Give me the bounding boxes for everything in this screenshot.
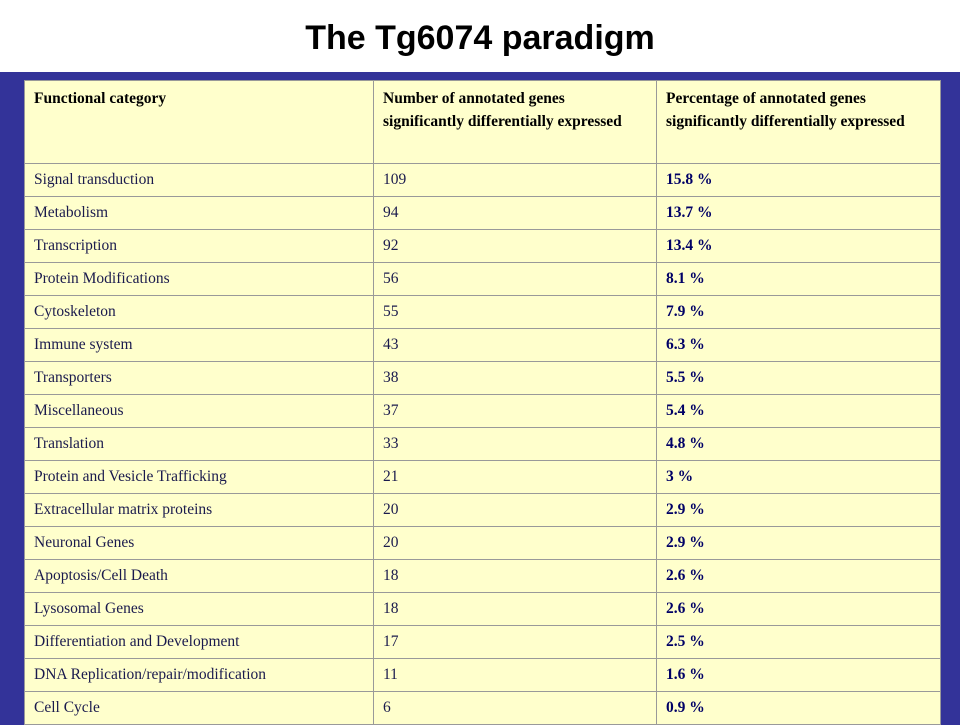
cell-gene-count: 109 [373, 163, 657, 197]
cell-category: Extracellular matrix proteins [24, 493, 374, 527]
table-row: Transcription 92 13.4 % [24, 229, 941, 263]
cell-gene-percentage: 2.6 % [656, 559, 941, 593]
table-row: Metabolism 94 13.7 % [24, 196, 941, 230]
cell-gene-count: 20 [373, 526, 657, 560]
cell-gene-percentage: 0.9 % [656, 691, 941, 725]
table-row: Immune system 43 6.3 % [24, 328, 941, 362]
cell-gene-percentage: 13.7 % [656, 196, 941, 230]
cell-category: Immune system [24, 328, 374, 362]
cell-gene-count: 55 [373, 295, 657, 329]
header-functional-category: Functional category [24, 80, 374, 164]
cell-gene-percentage: 7.9 % [656, 295, 941, 329]
table-row: Protein and Vesicle Trafficking 21 3 % [24, 460, 941, 494]
table-row: Signal transduction 109 15.8 % [24, 163, 941, 197]
table-body: Signal transduction 109 15.8 % Metabolism 94… [24, 163, 941, 725]
cell-gene-percentage: 2.5 % [656, 625, 941, 659]
cell-gene-count: 11 [373, 658, 657, 692]
table-row: Extracellular matrix proteins 20 2.9 % [24, 493, 941, 527]
cell-gene-percentage: 5.4 % [656, 394, 941, 428]
cell-category: Cytoskeleton [24, 295, 374, 329]
cell-category: DNA Replication/repair/modification [24, 658, 374, 692]
cell-gene-percentage: 13.4 % [656, 229, 941, 263]
table-row: Neuronal Genes 20 2.9 % [24, 526, 941, 560]
cell-gene-count: 6 [373, 691, 657, 725]
cell-gene-count: 18 [373, 559, 657, 593]
cell-gene-percentage: 2.9 % [656, 493, 941, 527]
cell-gene-count: 18 [373, 592, 657, 626]
table-row: Protein Modifications 56 8.1 % [24, 262, 941, 296]
cell-gene-count: 43 [373, 328, 657, 362]
cell-category: Lysosomal Genes [24, 592, 374, 626]
table-row: Lysosomal Genes 18 2.6 % [24, 592, 941, 626]
cell-category: Signal transduction [24, 163, 374, 197]
title-band: The Tg6074 paradigm [0, 0, 960, 72]
gene-category-table-container: Functional category Number of annotated … [24, 80, 941, 725]
cell-gene-count: 56 [373, 262, 657, 296]
header-gene-count: Number of annotated genes significantly … [373, 80, 657, 164]
table-row: Cytoskeleton 55 7.9 % [24, 295, 941, 329]
table-row: DNA Replication/repair/modification 11 1.6… [24, 658, 941, 692]
cell-gene-count: 21 [373, 460, 657, 494]
cell-category: Miscellaneous [24, 394, 374, 428]
cell-gene-percentage: 5.5 % [656, 361, 941, 395]
cell-gene-count: 17 [373, 625, 657, 659]
cell-category: Neuronal Genes [24, 526, 374, 560]
cell-category: Protein Modifications [24, 262, 374, 296]
cell-category: Transcription [24, 229, 374, 263]
gene-category-table: Functional category Number of annotated … [24, 80, 941, 725]
cell-gene-percentage: 4.8 % [656, 427, 941, 461]
page-title: The Tg6074 paradigm [305, 19, 655, 57]
cell-gene-percentage: 6.3 % [656, 328, 941, 362]
cell-gene-count: 38 [373, 361, 657, 395]
table-header-row: Functional category Number of annotated … [24, 80, 941, 164]
cell-category: Protein and Vesicle Trafficking [24, 460, 374, 494]
cell-category: Transporters [24, 361, 374, 395]
table-row: Cell Cycle 6 0.9 % [24, 691, 941, 725]
cell-gene-count: 94 [373, 196, 657, 230]
cell-gene-percentage: 1.6 % [656, 658, 941, 692]
table-row: Miscellaneous 37 5.4 % [24, 394, 941, 428]
cell-category: Apoptosis/Cell Death [24, 559, 374, 593]
cell-gene-count: 33 [373, 427, 657, 461]
table-row: Translation 33 4.8 % [24, 427, 941, 461]
cell-gene-percentage: 15.8 % [656, 163, 941, 197]
header-gene-percentage: Percentage of annotated genes significan… [656, 80, 941, 164]
cell-gene-percentage: 8.1 % [656, 262, 941, 296]
cell-gene-count: 37 [373, 394, 657, 428]
cell-category: Cell Cycle [24, 691, 374, 725]
table-row: Differentiation and Development 17 2.5 % [24, 625, 941, 659]
cell-category: Metabolism [24, 196, 374, 230]
table-row: Apoptosis/Cell Death 18 2.6 % [24, 559, 941, 593]
cell-gene-count: 20 [373, 493, 657, 527]
cell-category: Translation [24, 427, 374, 461]
cell-category: Differentiation and Development [24, 625, 374, 659]
cell-gene-percentage: 3 % [656, 460, 941, 494]
table-row: Transporters 38 5.5 % [24, 361, 941, 395]
cell-gene-count: 92 [373, 229, 657, 263]
cell-gene-percentage: 2.6 % [656, 592, 941, 626]
cell-gene-percentage: 2.9 % [656, 526, 941, 560]
